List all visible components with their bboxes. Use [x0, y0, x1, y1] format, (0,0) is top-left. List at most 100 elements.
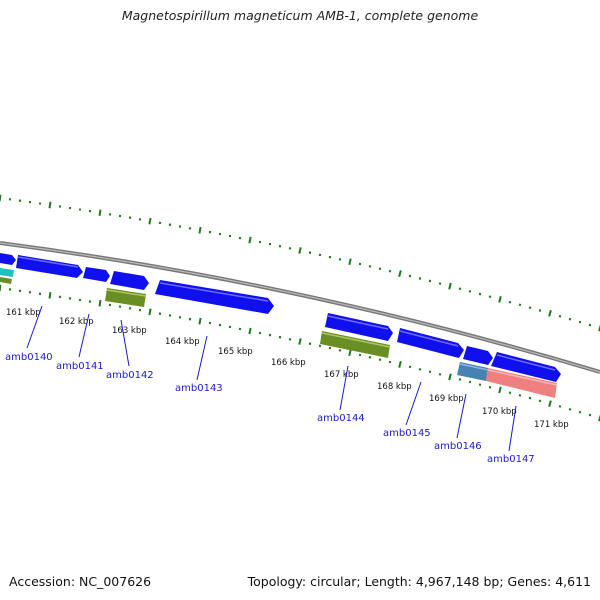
gene-steelblue[interactable]	[457, 362, 488, 381]
minor-tick	[478, 292, 482, 296]
minor-tick	[488, 385, 492, 389]
scale-label: 162 kbp	[59, 317, 94, 327]
genome-backbone	[0, 241, 600, 374]
gene-cyan[interactable]	[0, 268, 14, 277]
gene-label-amb0145[interactable]: amb0145	[383, 428, 431, 439]
major-tick	[248, 327, 252, 335]
major-tick	[198, 317, 202, 325]
gene-label-amb0141[interactable]: amb0141	[56, 361, 104, 372]
label-leaders	[26, 305, 517, 452]
gene-arrow[interactable]	[155, 280, 274, 314]
scale-label: 169 kbp	[429, 394, 464, 404]
inner-tick-ring	[0, 284, 600, 422]
minor-tick	[428, 370, 432, 374]
scale-label: 165 kbp	[218, 347, 253, 357]
major-tick	[498, 386, 502, 394]
gene-label-amb0142[interactable]: amb0142	[106, 370, 154, 381]
accession-text: Accession: NC_007626	[9, 574, 152, 589]
major-tick	[98, 209, 102, 217]
minor-tick	[438, 373, 442, 376]
gene-arrow[interactable]	[16, 255, 83, 278]
gene-green[interactable]	[105, 288, 146, 307]
minor-tick	[458, 287, 462, 291]
minor-tick	[578, 410, 582, 414]
minor-tick	[408, 365, 412, 369]
genome-summary-text: Topology: circular; Length: 4,967,148 bp…	[247, 574, 591, 589]
major-tick	[248, 236, 252, 244]
reverse-strand-genes	[0, 268, 558, 398]
minor-tick	[528, 306, 532, 309]
scale-label: 171 kbp	[534, 420, 569, 430]
minor-tick	[378, 358, 382, 361]
major-tick	[298, 247, 302, 254]
major-tick	[48, 292, 52, 299]
minor-tick	[418, 277, 422, 280]
major-tick	[48, 201, 52, 209]
major-tick	[498, 296, 502, 303]
scale-label: 163 kbp	[112, 326, 147, 336]
minor-tick	[538, 309, 542, 312]
gene-label-amb0140[interactable]: amb0140	[5, 352, 53, 363]
minor-tick	[388, 360, 392, 364]
gene-green[interactable]	[320, 331, 390, 358]
gene-arrow[interactable]	[491, 352, 561, 382]
gene-arrow[interactable]	[110, 271, 149, 290]
minor-tick	[388, 269, 392, 273]
gene-labels: amb0140 amb0141 amb0142 amb0143 amb0144 …	[5, 352, 535, 465]
minor-tick	[518, 394, 522, 397]
minor-tick	[468, 380, 472, 384]
major-tick	[598, 324, 600, 332]
gene-arrow[interactable]	[397, 328, 464, 358]
gene-label-amb0143[interactable]: amb0143	[175, 383, 223, 394]
gene-arrow[interactable]	[463, 346, 493, 365]
scale-label: 161 kbp	[6, 308, 41, 318]
major-tick	[198, 226, 202, 234]
gene-arrow[interactable]	[83, 267, 110, 282]
gene-arrow[interactable]	[325, 313, 393, 341]
minor-tick	[488, 295, 492, 298]
minor-tick	[368, 265, 372, 268]
minor-tick	[588, 323, 592, 327]
scale-label: 164 kbp	[165, 337, 200, 347]
minor-tick	[418, 368, 422, 371]
minor-tick	[558, 314, 562, 318]
scale-label: 168 kbp	[377, 382, 412, 392]
major-tick	[348, 258, 352, 266]
major-tick	[298, 338, 302, 345]
minor-tick	[378, 267, 382, 271]
gene-label-amb0147[interactable]: amb0147	[487, 454, 535, 465]
major-tick	[398, 270, 402, 277]
minor-tick	[438, 282, 442, 285]
gene-label-amb0146[interactable]: amb0146	[434, 441, 482, 452]
minor-tick	[368, 355, 372, 359]
minor-tick	[478, 383, 482, 386]
minor-tick	[458, 378, 462, 381]
minor-tick	[568, 408, 572, 411]
minor-tick	[508, 391, 512, 394]
minor-tick	[578, 320, 582, 324]
minor-tick	[508, 300, 512, 304]
scale-label: 167 kbp	[324, 370, 359, 380]
major-tick	[548, 400, 552, 407]
minor-tick	[568, 317, 572, 321]
gene-green[interactable]	[0, 277, 12, 284]
major-tick	[448, 282, 452, 290]
gene-arrow[interactable]	[0, 253, 16, 265]
minor-tick	[538, 399, 542, 403]
minor-tick	[588, 413, 592, 417]
minor-tick	[528, 396, 532, 400]
gene-label-amb0144[interactable]: amb0144	[317, 413, 365, 424]
minor-tick	[408, 274, 412, 278]
major-tick	[598, 414, 600, 422]
forward-strand-genes	[0, 253, 561, 382]
minor-tick	[518, 303, 522, 307]
scale-labels: 161 kbp 162 kbp 163 kbp 164 kbp 165 kbp …	[6, 308, 569, 430]
major-tick	[98, 299, 102, 307]
minor-tick	[428, 279, 432, 283]
gene-salmon[interactable]	[486, 368, 557, 398]
minor-tick	[468, 290, 472, 293]
minor-tick	[558, 405, 562, 408]
scale-label: 170 kbp	[482, 407, 517, 417]
map-title: Magnetospirillum magneticum AMB-1, compl…	[121, 8, 479, 23]
